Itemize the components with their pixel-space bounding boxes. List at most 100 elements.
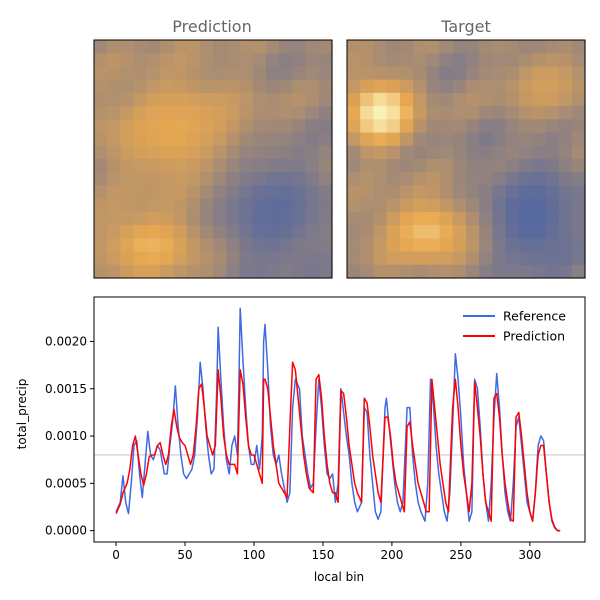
heatmap-cell <box>213 53 227 68</box>
heatmap-cell <box>360 145 375 160</box>
heatmap-cell <box>545 40 560 54</box>
heatmap-cell <box>199 238 214 253</box>
heatmap-cell <box>532 225 546 239</box>
heatmap-cell <box>413 66 427 81</box>
heatmap-cell <box>558 185 573 200</box>
heatmap-cell <box>279 251 293 266</box>
heatmap-cell <box>305 145 320 160</box>
heatmap-cell <box>305 53 320 68</box>
heatmap-cell <box>252 264 267 279</box>
heatmap-cell <box>265 66 280 81</box>
heatmap-cell <box>199 225 214 239</box>
heatmap-cell <box>492 238 507 253</box>
heatmap-cell <box>120 225 135 239</box>
heatmap-cell <box>160 251 174 266</box>
heatmap-cell <box>413 172 427 187</box>
heatmap-cell <box>213 172 227 187</box>
heatmap-cell <box>265 251 280 266</box>
heatmap-cell <box>239 66 254 81</box>
heatmap-cell <box>347 53 361 68</box>
heatmap-cell <box>186 40 201 54</box>
heatmap-cell <box>479 145 494 160</box>
heatmap-cell <box>305 198 320 213</box>
heatmap-cell <box>360 92 375 107</box>
heatmap-cell <box>413 79 427 94</box>
x-tick-label: 150 <box>311 548 334 562</box>
heatmap-cell <box>186 66 201 81</box>
heatmap-cell <box>265 53 280 68</box>
heatmap-cell <box>466 198 480 213</box>
heatmap-cell <box>532 53 546 68</box>
heatmap-cell <box>239 211 254 226</box>
heatmap-cell <box>426 40 441 54</box>
heatmap-cell <box>571 264 586 279</box>
heatmap-cell <box>413 185 427 200</box>
heatmap-target <box>347 40 586 279</box>
heatmap-cell <box>318 132 333 147</box>
heatmap-cell <box>133 198 148 213</box>
heatmap-cell <box>518 159 533 173</box>
heatmap-cell <box>479 119 494 134</box>
heatmap-cell <box>439 185 454 200</box>
heatmap-cell <box>146 211 161 226</box>
heatmap-cell <box>265 132 280 147</box>
heatmap-cell <box>226 264 241 279</box>
heatmap-cell <box>532 79 546 94</box>
heatmap-cell <box>186 225 201 239</box>
heatmap-cell <box>239 92 254 107</box>
heatmap-cell <box>532 159 546 173</box>
heatmap-cell <box>173 198 188 213</box>
heatmap-cell <box>160 132 174 147</box>
heatmap-cell <box>492 66 507 81</box>
heatmap-cell <box>318 238 333 253</box>
heatmap-cell <box>413 225 427 239</box>
heatmap-cell <box>479 198 494 213</box>
heatmap-cell <box>571 40 586 54</box>
heatmap-cell <box>133 40 148 54</box>
heatmap-cell <box>173 145 188 160</box>
heatmap-cell <box>347 79 361 94</box>
heatmap-cell <box>466 211 480 226</box>
heatmap-cell <box>373 53 388 68</box>
heatmap-cell <box>160 106 174 120</box>
heatmap-cell <box>305 40 320 54</box>
heatmap-cell <box>373 145 388 160</box>
heatmap-cell <box>160 211 174 226</box>
y-tick-label: 0.0015 <box>45 382 87 396</box>
heatmap-cell <box>146 264 161 279</box>
heatmap-cell <box>518 132 533 147</box>
heatmap-cell <box>318 225 333 239</box>
heatmap-cell <box>107 198 122 213</box>
heatmap-cell <box>146 119 161 134</box>
heatmap-cell <box>505 159 520 173</box>
heatmap-cell <box>439 198 454 213</box>
heatmap-cell <box>360 198 375 213</box>
heatmap-cell <box>133 106 148 120</box>
heatmap-cell <box>373 79 388 94</box>
heatmap-cell <box>386 211 401 226</box>
heatmap-cell <box>186 53 201 68</box>
heatmap-cell <box>505 185 520 200</box>
heatmap-cell <box>305 119 320 134</box>
heatmap-cell <box>120 198 135 213</box>
heatmap-cell <box>347 225 361 239</box>
heatmap-cell <box>146 92 161 107</box>
heatmap-cell <box>173 106 188 120</box>
heatmap-cell <box>479 66 494 81</box>
heatmap-cell <box>120 119 135 134</box>
heatmap-cell <box>292 92 307 107</box>
heatmap-cell <box>120 106 135 120</box>
heatmap-cell <box>186 198 201 213</box>
heatmap-cell <box>479 172 494 187</box>
heatmap-cell <box>120 66 135 81</box>
heatmap-cell <box>571 225 586 239</box>
heatmap-cell <box>518 185 533 200</box>
y-axis-label: total_precip <box>15 379 29 450</box>
heatmap-cell <box>386 119 401 134</box>
heatmap-cell <box>292 53 307 68</box>
heatmap-cell <box>545 53 560 68</box>
heatmap-cell <box>133 238 148 253</box>
heatmap-cell <box>347 145 361 160</box>
heatmap-cell <box>452 106 467 120</box>
heatmap-cell <box>120 251 135 266</box>
